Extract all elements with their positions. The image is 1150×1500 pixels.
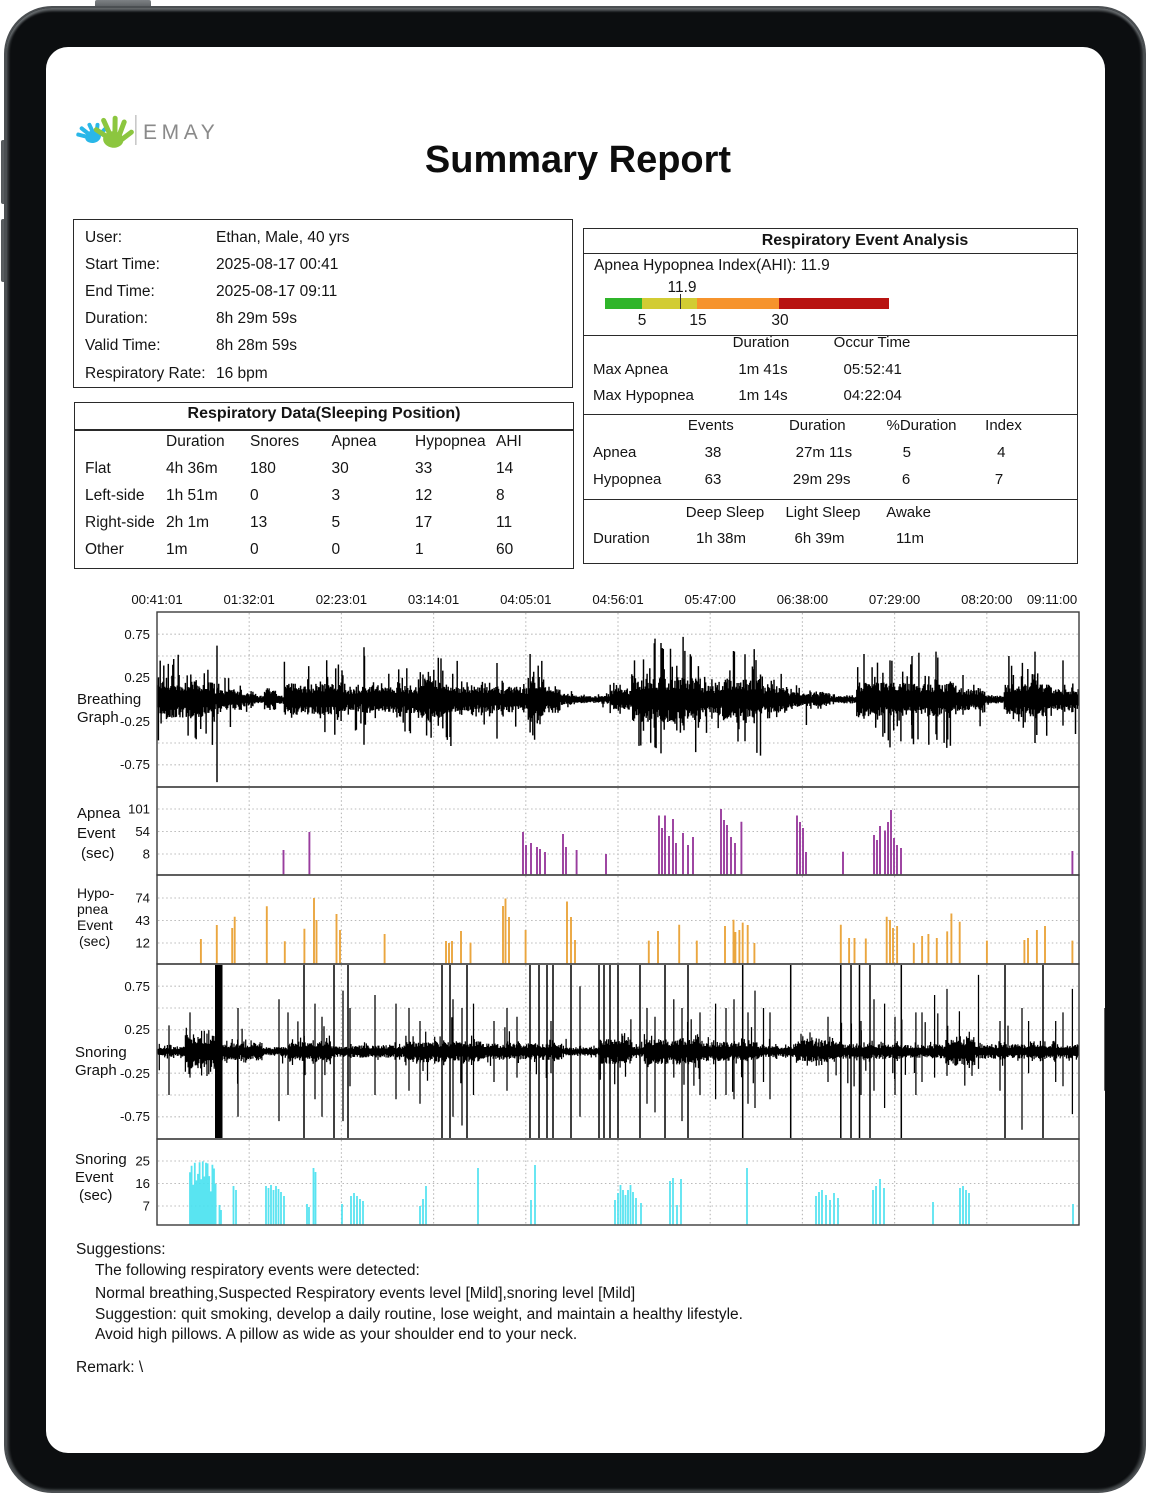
svg-text:25: 25: [135, 1154, 150, 1169]
svg-text:Hypo-: Hypo-: [77, 885, 115, 901]
svg-text:0.75: 0.75: [124, 627, 150, 642]
svg-text:EMAY: EMAY: [143, 121, 219, 144]
svg-text:Graph: Graph: [75, 1062, 117, 1079]
svg-text:54: 54: [135, 824, 150, 839]
svg-text:04:05:01: 04:05:01: [500, 592, 551, 607]
svg-text:Event: Event: [77, 825, 116, 842]
svg-text:101: 101: [128, 802, 150, 817]
svg-text:(sec): (sec): [79, 933, 110, 949]
svg-text:Snoring: Snoring: [75, 1151, 127, 1168]
svg-text:8: 8: [143, 847, 150, 862]
svg-text:0.25: 0.25: [124, 670, 150, 685]
svg-text:16: 16: [135, 1176, 150, 1191]
svg-text:02:23:01: 02:23:01: [316, 592, 367, 607]
svg-text:74: 74: [135, 891, 150, 906]
svg-text:09:11:00: 09:11:00: [1027, 592, 1077, 607]
svg-text:43: 43: [135, 913, 150, 928]
svg-text:06:38:00: 06:38:00: [777, 592, 828, 607]
svg-text:Apnea: Apnea: [77, 805, 121, 822]
svg-text:(sec): (sec): [81, 845, 114, 862]
svg-text:7: 7: [143, 1199, 150, 1214]
svg-text:Event: Event: [77, 917, 113, 933]
svg-text:05:47:00: 05:47:00: [685, 592, 736, 607]
svg-text:-0.25: -0.25: [120, 714, 150, 729]
svg-text:0.75: 0.75: [124, 979, 150, 994]
svg-text:-0.75: -0.75: [120, 757, 150, 772]
svg-text:Event: Event: [75, 1169, 114, 1186]
svg-text:-0.75: -0.75: [120, 1109, 150, 1124]
svg-text:Snoring: Snoring: [75, 1044, 127, 1061]
svg-text:07:29:00: 07:29:00: [869, 592, 920, 607]
svg-text:-0.25: -0.25: [120, 1066, 150, 1081]
svg-text:08:20:00: 08:20:00: [961, 592, 1012, 607]
svg-text:00:41:01: 00:41:01: [131, 592, 182, 607]
svg-text:04:56:01: 04:56:01: [592, 592, 643, 607]
svg-text:(sec): (sec): [79, 1187, 112, 1204]
svg-text:03:14:01: 03:14:01: [408, 592, 459, 607]
svg-text:0.25: 0.25: [124, 1022, 150, 1037]
svg-text:Breathing: Breathing: [77, 691, 141, 708]
svg-text:12: 12: [135, 936, 150, 951]
svg-text:01:32:01: 01:32:01: [224, 592, 275, 607]
svg-text:Graph: Graph: [77, 709, 119, 726]
svg-text:pnea: pnea: [77, 901, 108, 917]
